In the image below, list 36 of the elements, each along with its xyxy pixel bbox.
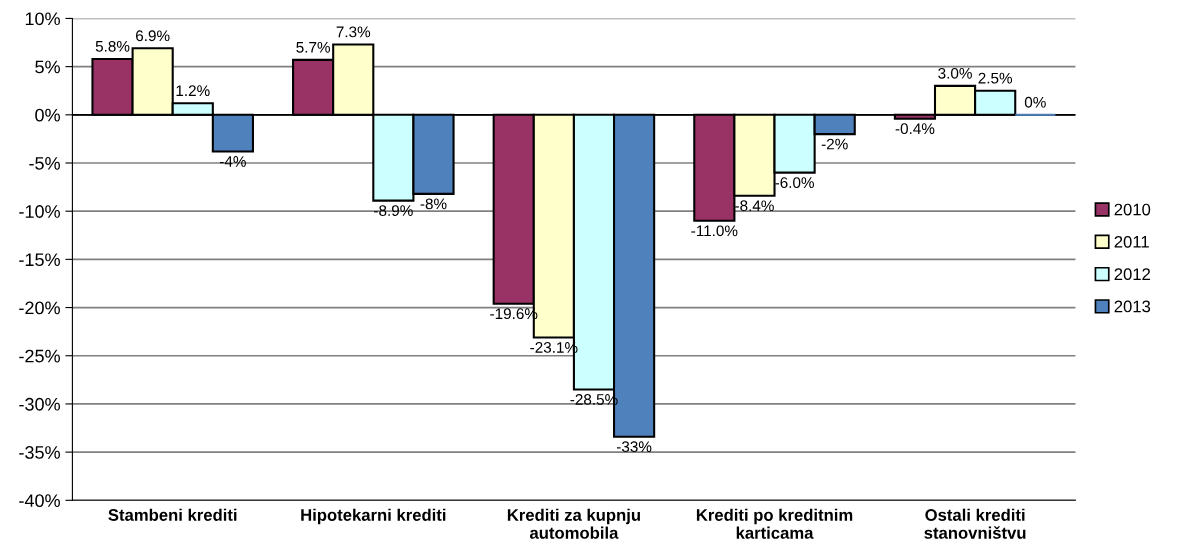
legend-label: 2011 [1114,235,1149,248]
y-tick-label: -5% [29,157,60,170]
legend-label: 2012 [1114,268,1151,281]
legend-label: 2010 [1114,203,1151,216]
x-tick-label: Stambeni krediti [108,508,237,521]
y-tick-label: -20% [19,301,60,315]
x-tick-label: Hipotekarni krediti [301,508,446,525]
y-tick-label: 0% [35,108,60,122]
data-label: 1.2% [176,85,210,97]
y-tick-label: -25% [19,349,60,363]
x-tick-label: Ostali krediti stanovništvu [924,508,1026,539]
y-tick-label: 10% [25,12,60,26]
x-tick-label: Krediti po kreditnim karticama [696,508,853,539]
data-label: 7.3% [336,26,371,38]
data-label: -8.4% [735,200,774,212]
data-label: -8.9% [374,205,413,216]
data-label: -8% [420,198,447,210]
data-label: 0% [1024,96,1046,108]
y-tick-label: 5% [35,60,60,74]
y-tick-label: -30% [19,397,60,411]
y-tick-label: -40% [19,494,60,508]
y-tick-label: -10% [19,205,60,218]
data-label: -4% [219,156,246,167]
data-label: 5.7% [296,41,330,53]
data-label: 2.5% [978,72,1013,84]
legend-label: 2013 [1114,300,1151,313]
data-label: -33% [616,441,652,453]
x-tick-label: Krediti za kupnju automobila [507,508,640,539]
data-label: 6.9% [136,30,170,42]
data-label: -11.0% [691,225,738,237]
data-label: 3.0% [938,67,972,79]
data-label: 5.8% [95,40,130,52]
y-tick-label: -35% [19,446,60,459]
data-label: -2% [821,138,848,150]
data-label: -0.4% [895,123,935,135]
y-tick-label: -15% [19,253,60,267]
